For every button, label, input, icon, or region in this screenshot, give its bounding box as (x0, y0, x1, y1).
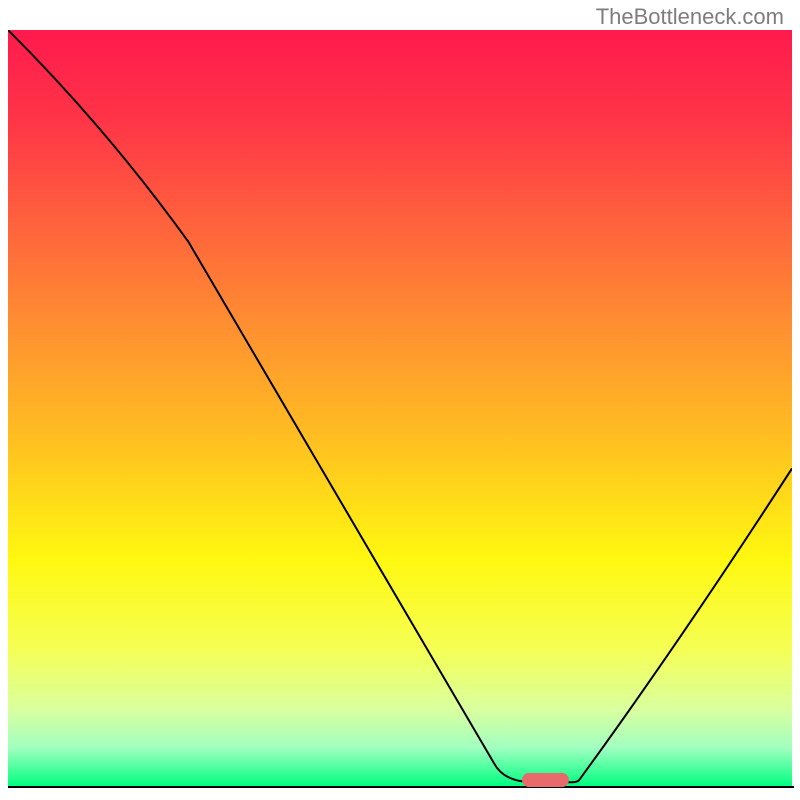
optimum-marker (522, 773, 569, 787)
chart-svg (8, 30, 792, 786)
gradient-background (8, 30, 792, 786)
watermark-text: TheBottleneck.com (596, 4, 784, 30)
